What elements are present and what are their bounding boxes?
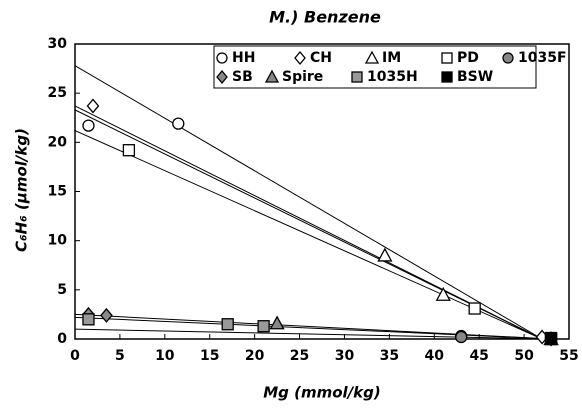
y-tick-label: 10 — [48, 233, 68, 249]
x-axis-label: Mg (mmol/kg) — [263, 384, 381, 402]
x-tick-label: 35 — [380, 348, 399, 364]
legend-marker — [502, 52, 514, 64]
x-tick-label: 15 — [200, 348, 219, 364]
legend-marker — [294, 50, 306, 66]
legend-label: CH — [310, 50, 332, 66]
legend-marker — [441, 71, 453, 83]
point — [257, 320, 270, 333]
y-tick-label: 25 — [48, 85, 67, 101]
legend-label: HH — [232, 50, 255, 66]
point — [468, 302, 481, 315]
fit-line — [75, 130, 543, 339]
legend-label: PD — [457, 50, 479, 66]
legend-marker — [216, 69, 228, 85]
point — [82, 119, 95, 132]
point — [269, 315, 285, 330]
x-tick-label: 50 — [514, 348, 534, 364]
x-tick-label: 40 — [425, 348, 445, 364]
legend-marker — [441, 52, 453, 64]
legend-label: SB — [232, 69, 253, 85]
legend-label: IM — [382, 50, 401, 66]
x-tick-label: 5 — [115, 348, 125, 364]
point — [221, 318, 234, 331]
fit-line — [75, 316, 552, 339]
point — [100, 307, 113, 323]
legend-marker — [264, 69, 280, 83]
legend-marker — [216, 52, 228, 64]
point — [377, 247, 393, 262]
point — [544, 331, 558, 345]
point — [172, 117, 185, 130]
point — [122, 144, 136, 157]
y-axis-label: C₆H₆ (μmol/kg) — [13, 128, 31, 252]
legend-marker — [351, 71, 363, 83]
x-tick-label: 10 — [155, 348, 175, 364]
legend-label: 1035F — [518, 50, 567, 66]
legend-marker — [364, 50, 380, 64]
y-tick-label: 30 — [48, 36, 68, 52]
chart-title: M.) Benzene — [269, 8, 381, 27]
fit-line — [75, 105, 543, 339]
point — [86, 98, 100, 114]
point — [435, 286, 451, 301]
y-tick-label: 20 — [48, 134, 68, 150]
y-tick-label: 0 — [57, 331, 67, 347]
y-tick-label: 5 — [57, 282, 67, 298]
x-tick-label: 55 — [559, 348, 578, 364]
x-tick-label: 0 — [70, 348, 80, 364]
x-tick-label: 45 — [469, 348, 488, 364]
fit-line — [75, 328, 552, 339]
legend-label: BSW — [457, 69, 493, 85]
x-tick-label: 30 — [335, 348, 355, 364]
fit-line — [75, 109, 543, 339]
legend-label: 1035H — [367, 69, 418, 85]
x-tick-label: 25 — [290, 348, 309, 364]
point — [82, 313, 95, 326]
fit-line — [75, 65, 543, 339]
legend-label: Spire — [282, 69, 323, 85]
x-tick-label: 20 — [245, 348, 265, 364]
y-tick-label: 15 — [48, 184, 67, 200]
point — [455, 330, 468, 344]
